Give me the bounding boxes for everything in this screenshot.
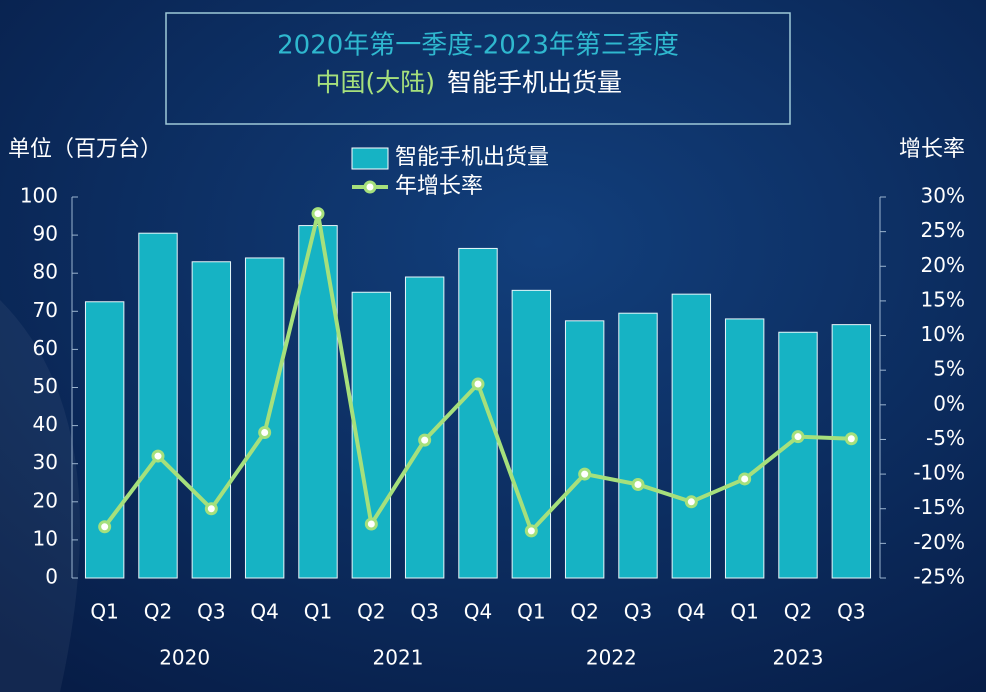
bar [298, 225, 338, 579]
x-tick-label: Q2 [357, 600, 385, 624]
line-marker [151, 449, 165, 463]
x-tick-label: Q3 [410, 600, 438, 624]
x-tick-label: Q1 [517, 600, 545, 624]
line-marker [524, 524, 538, 538]
y2-tick-label: 5% [933, 357, 965, 381]
y2-tick-label: -10% [913, 461, 965, 485]
bar [564, 320, 605, 579]
y-tick-label: 90 [33, 222, 58, 246]
y2-tick-label: 20% [921, 253, 965, 277]
y2-tick-label: 30% [921, 184, 965, 208]
line-marker [418, 433, 432, 447]
bar [244, 257, 285, 579]
line-marker [578, 467, 592, 481]
x-tick-label: Q1 [730, 600, 758, 624]
bar [618, 312, 658, 579]
legend-label: 智能手机出货量 [395, 145, 549, 170]
y-tick-label: 30 [33, 450, 58, 474]
y-axis-label: 单位（百万台） [8, 137, 162, 162]
x-tick-label: Q1 [90, 600, 118, 624]
y2-tick-label: 0% [933, 391, 965, 415]
y-tick-label: 80 [33, 260, 58, 284]
x-tick-label: Q3 [837, 600, 865, 624]
x-group-label: 2020 [159, 646, 210, 670]
y2-tick-label: -20% [913, 530, 965, 554]
x-group-label: 2023 [773, 646, 824, 670]
line-marker [98, 520, 112, 534]
x-group-label: 2022 [586, 646, 637, 670]
y2-tick-label: 10% [921, 322, 965, 346]
title-box [165, 12, 791, 125]
subtitle-highlight: 中国(大陆) [315, 68, 435, 97]
line-marker [311, 207, 325, 221]
bar [831, 324, 872, 579]
chart-title: 2020年第一季度-2023年第三季度 [277, 31, 679, 61]
line-marker [258, 426, 272, 440]
y2-tick-label: 15% [921, 287, 965, 311]
y2-axis-label: 增长率 [899, 137, 965, 162]
line-marker [631, 477, 645, 491]
legend-label: 年增长率 [395, 174, 483, 199]
x-tick-label: Q4 [677, 600, 705, 624]
y-tick-label: 100 [20, 184, 58, 208]
bar [84, 301, 125, 579]
decoration [0, 300, 80, 692]
x-tick-label: Q3 [624, 600, 652, 624]
bar [724, 318, 765, 579]
bar [138, 232, 178, 579]
bar [191, 261, 232, 579]
y2-tick-label: -25% [913, 565, 965, 589]
line-marker [738, 472, 752, 486]
legend-swatch [351, 147, 389, 170]
line-marker [684, 495, 698, 509]
x-tick-label: Q4 [250, 600, 278, 624]
x-tick-label: Q1 [304, 600, 332, 624]
x-tick-label: Q4 [464, 600, 492, 624]
y2-tick-label: -5% [926, 426, 965, 450]
line-marker [791, 430, 805, 444]
bar [671, 293, 712, 579]
y-tick-label: 0 [45, 565, 58, 589]
y2-tick-label: 25% [921, 218, 965, 242]
line-marker [204, 502, 218, 516]
y2-tick-label: -15% [913, 495, 965, 519]
y-tick-label: 50 [33, 374, 58, 398]
bar [458, 247, 498, 579]
line-marker [471, 377, 485, 391]
legend-marker [363, 180, 377, 194]
y-tick-label: 10 [33, 526, 58, 550]
line-marker [364, 517, 378, 531]
x-tick-label: Q2 [784, 600, 812, 624]
y-tick-label: 70 [33, 298, 58, 322]
x-tick-label: Q3 [197, 600, 225, 624]
x-tick-label: Q2 [570, 600, 598, 624]
y-tick-label: 40 [33, 412, 58, 436]
y-tick-label: 60 [33, 336, 58, 360]
x-tick-label: Q2 [144, 600, 172, 624]
subtitle: 智能手机出货量 [447, 68, 622, 97]
bar [778, 331, 818, 579]
y-tick-label: 20 [33, 488, 58, 512]
x-group-label: 2021 [373, 646, 424, 670]
line-marker [844, 432, 858, 446]
